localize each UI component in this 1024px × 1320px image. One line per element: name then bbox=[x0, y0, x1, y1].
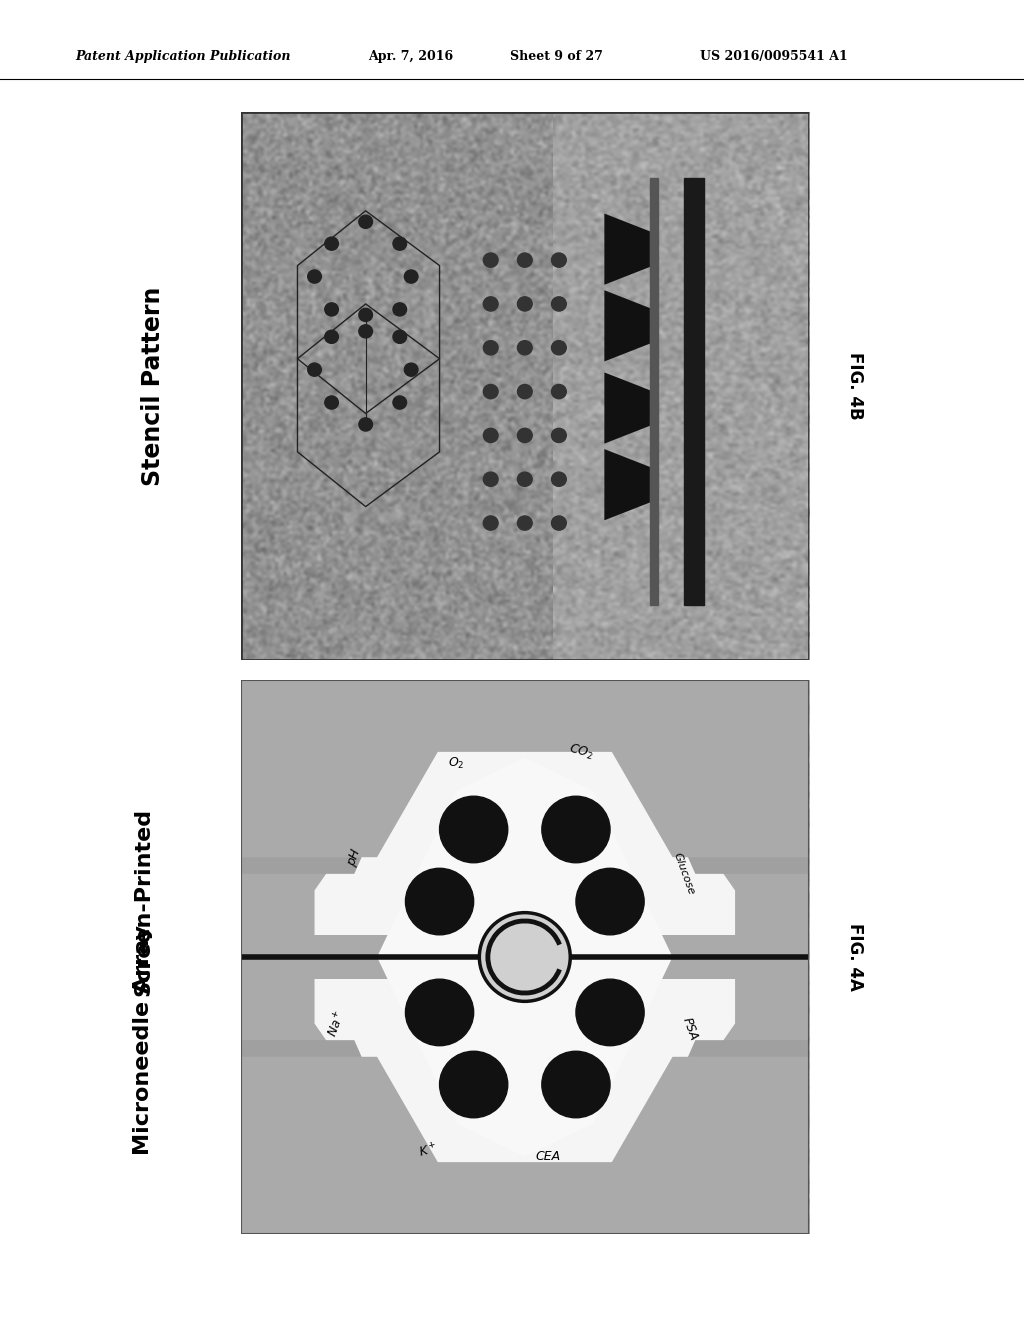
Circle shape bbox=[517, 516, 532, 531]
Polygon shape bbox=[570, 680, 809, 857]
Circle shape bbox=[575, 869, 644, 935]
Bar bbox=[241, 935, 809, 979]
Polygon shape bbox=[241, 1040, 439, 1234]
Text: US 2016/0095541 A1: US 2016/0095541 A1 bbox=[700, 50, 848, 63]
Polygon shape bbox=[610, 680, 809, 874]
Polygon shape bbox=[241, 680, 479, 857]
Circle shape bbox=[575, 979, 644, 1045]
Circle shape bbox=[483, 341, 498, 355]
Circle shape bbox=[483, 428, 498, 442]
Circle shape bbox=[325, 238, 338, 251]
Circle shape bbox=[393, 238, 407, 251]
Circle shape bbox=[325, 302, 338, 315]
Text: Glucose: Glucose bbox=[672, 851, 696, 896]
Circle shape bbox=[517, 473, 532, 486]
Text: Stencil Pattern: Stencil Pattern bbox=[140, 286, 165, 486]
Circle shape bbox=[393, 330, 407, 343]
Text: K$^+$: K$^+$ bbox=[418, 1142, 439, 1160]
Circle shape bbox=[406, 979, 474, 1045]
Polygon shape bbox=[377, 758, 673, 1156]
Polygon shape bbox=[241, 680, 439, 874]
Circle shape bbox=[393, 396, 407, 409]
Bar bbox=[650, 178, 658, 605]
Circle shape bbox=[552, 516, 566, 531]
Polygon shape bbox=[604, 449, 650, 520]
Circle shape bbox=[552, 428, 566, 442]
Circle shape bbox=[483, 516, 498, 531]
Circle shape bbox=[393, 302, 407, 315]
Polygon shape bbox=[377, 758, 673, 1156]
Text: PSA: PSA bbox=[679, 1015, 699, 1043]
Circle shape bbox=[552, 297, 566, 312]
Circle shape bbox=[517, 253, 532, 267]
Text: O$_2$: O$_2$ bbox=[449, 755, 465, 771]
Text: Patent Application Publication: Patent Application Publication bbox=[75, 50, 291, 63]
Circle shape bbox=[404, 271, 418, 282]
Text: FIG. 4A: FIG. 4A bbox=[846, 923, 864, 991]
Circle shape bbox=[358, 418, 373, 432]
Circle shape bbox=[483, 384, 498, 399]
Circle shape bbox=[552, 384, 566, 399]
Text: Apr. 7, 2016: Apr. 7, 2016 bbox=[368, 50, 454, 63]
Circle shape bbox=[439, 796, 508, 863]
Circle shape bbox=[307, 363, 322, 376]
Polygon shape bbox=[241, 1057, 479, 1234]
Circle shape bbox=[517, 341, 532, 355]
Bar bbox=[684, 178, 703, 605]
Circle shape bbox=[358, 215, 373, 228]
Circle shape bbox=[406, 869, 474, 935]
Circle shape bbox=[517, 297, 532, 312]
Text: CO$_2$: CO$_2$ bbox=[567, 742, 596, 763]
Polygon shape bbox=[604, 214, 650, 285]
Circle shape bbox=[358, 309, 373, 322]
Text: FIG. 4B: FIG. 4B bbox=[846, 352, 864, 420]
Circle shape bbox=[325, 396, 338, 409]
Polygon shape bbox=[570, 1057, 809, 1234]
Circle shape bbox=[479, 912, 570, 1002]
Text: Sheet 9 of 27: Sheet 9 of 27 bbox=[510, 50, 603, 63]
Circle shape bbox=[542, 796, 610, 863]
Polygon shape bbox=[604, 372, 650, 444]
Polygon shape bbox=[610, 1040, 809, 1234]
Text: Na$^+$: Na$^+$ bbox=[326, 1008, 349, 1039]
Circle shape bbox=[552, 473, 566, 486]
Circle shape bbox=[307, 271, 322, 282]
Circle shape bbox=[517, 384, 532, 399]
Circle shape bbox=[358, 325, 373, 338]
Polygon shape bbox=[314, 752, 735, 1162]
Text: Microneedle Array: Microneedle Array bbox=[133, 925, 154, 1155]
Circle shape bbox=[552, 341, 566, 355]
Text: pH: pH bbox=[345, 847, 364, 867]
Circle shape bbox=[483, 297, 498, 312]
Text: Screen-Printed: Screen-Printed bbox=[133, 808, 154, 995]
Text: CEA: CEA bbox=[535, 1150, 560, 1163]
Circle shape bbox=[439, 1051, 508, 1118]
Circle shape bbox=[483, 473, 498, 486]
Polygon shape bbox=[604, 290, 650, 362]
Circle shape bbox=[517, 428, 532, 442]
Circle shape bbox=[552, 253, 566, 267]
Circle shape bbox=[542, 1051, 610, 1118]
Circle shape bbox=[483, 253, 498, 267]
Circle shape bbox=[404, 363, 418, 376]
Circle shape bbox=[325, 330, 338, 343]
